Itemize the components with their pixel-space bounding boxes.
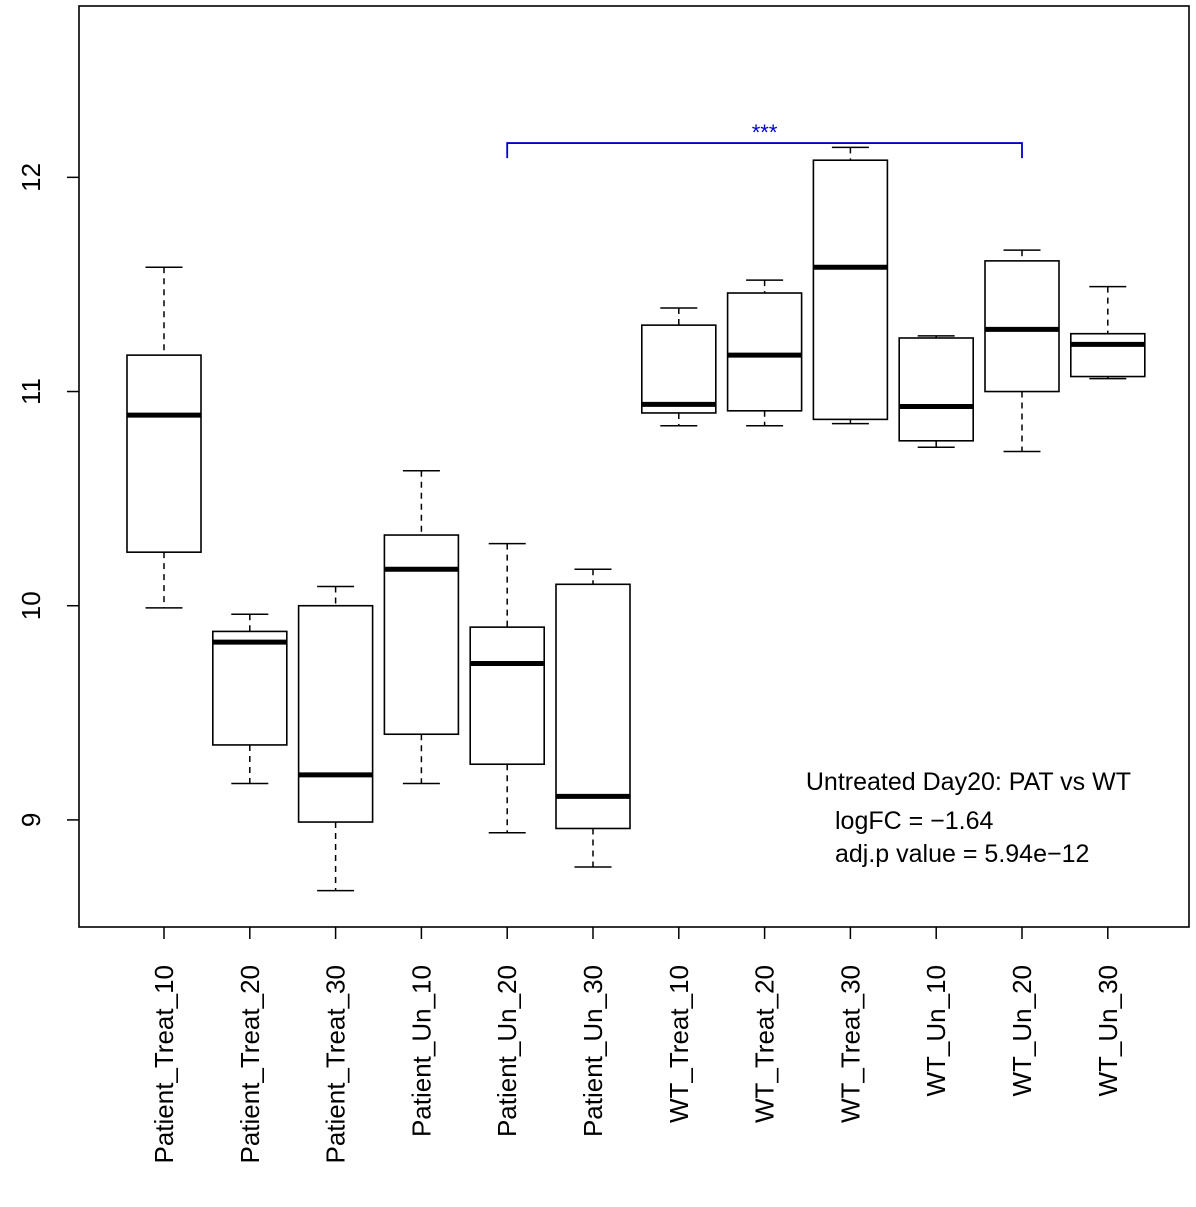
box-7 — [726, 292, 803, 412]
box-group-8 — [812, 146, 889, 425]
plot-frame — [78, 5, 1190, 928]
box-6 — [640, 324, 717, 414]
significance-bracket: *** — [506, 120, 1023, 159]
annotation-pvalue: adj.p value = 5.94e−12 — [835, 840, 1089, 868]
box-9 — [898, 337, 975, 442]
box-group-11 — [1070, 285, 1146, 380]
y-axis: 9 10 11 12 — [16, 163, 79, 827]
box-0 — [126, 354, 202, 553]
box-1 — [212, 630, 288, 746]
box-group-2 — [297, 585, 374, 892]
box-10 — [984, 260, 1060, 393]
boxes — [126, 146, 1146, 892]
annotation-block: Untreated Day20: PAT vs WT logFC = −1.64… — [806, 768, 1131, 868]
annotation-logfc: logFC = −1.64 — [835, 807, 994, 835]
x-tick-label-5: Patient_Un_30 — [578, 965, 608, 1137]
y-tick-label-1: 10 — [16, 591, 46, 620]
significance-line — [506, 142, 1023, 159]
box-group-5 — [555, 568, 631, 868]
box-group-6 — [640, 307, 717, 427]
box-group-4 — [469, 542, 546, 834]
x-tick-label-6: WT_Treat_10 — [664, 965, 694, 1123]
box-group-3 — [383, 470, 460, 785]
x-tick-label-10: WT_Un_20 — [1007, 965, 1037, 1097]
x-tick-label-4: Patient_Un_20 — [492, 965, 522, 1137]
x-tick-label-0: Patient_Treat_10 — [149, 965, 179, 1164]
box-group-7 — [726, 279, 803, 427]
x-tick-label-3: Patient_Un_10 — [406, 965, 436, 1137]
x-tick-label-1: Patient_Treat_20 — [235, 965, 265, 1164]
x-axis: Patient_Treat_10 Patient_Treat_20 Patient_… — [149, 927, 1123, 1164]
box-4 — [469, 626, 546, 766]
y-tick-label-0: 9 — [16, 813, 46, 827]
x-tick-label-9: WT_Un_10 — [921, 965, 951, 1097]
x-tick-label-8: WT_Treat_30 — [835, 965, 865, 1123]
box-group-0 — [126, 266, 202, 609]
box-8 — [812, 159, 889, 421]
x-tick-label-7: WT_Treat_20 — [750, 965, 780, 1123]
x-tick-label-2: Patient_Treat_30 — [321, 965, 351, 1164]
annotation-title: Untreated Day20: PAT vs WT — [806, 768, 1131, 796]
y-tick-label-2: 11 — [16, 378, 46, 405]
box-2 — [297, 604, 374, 823]
significance-label: *** — [752, 120, 778, 145]
box-3 — [383, 534, 460, 736]
box-group-1 — [212, 613, 288, 785]
x-tick-label-11: WT_Un_30 — [1093, 965, 1123, 1097]
y-tick-label-3: 12 — [16, 163, 46, 192]
box-11 — [1070, 332, 1146, 378]
box-5 — [555, 583, 631, 830]
box-group-9 — [898, 335, 975, 448]
box-group-10 — [984, 249, 1060, 453]
